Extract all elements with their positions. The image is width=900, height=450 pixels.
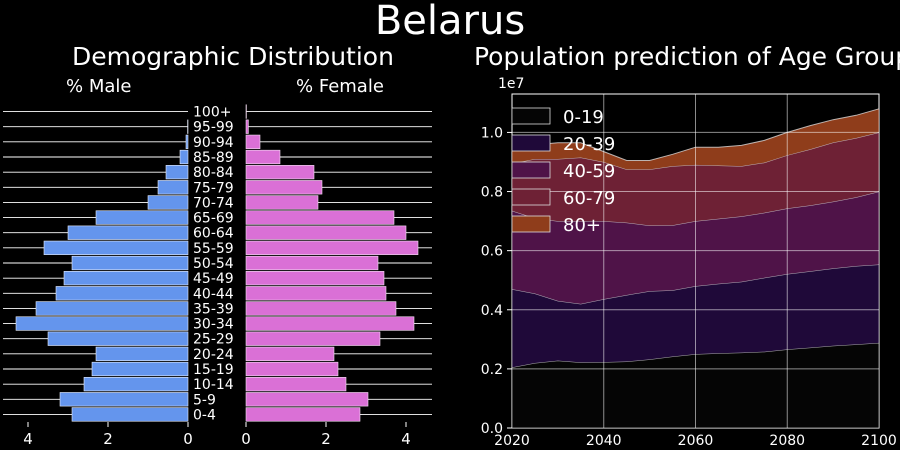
legend-label: 0-19 [563, 107, 604, 128]
male-bar [157, 180, 189, 195]
age-group-label: 80-84 [193, 165, 234, 181]
projection-title: Population prediction of Age Groups [474, 42, 900, 71]
male-bar [95, 346, 189, 361]
age-group-label: 100+ [193, 105, 231, 121]
female-bar [245, 119, 249, 134]
male-bar [35, 301, 189, 316]
male-bar [71, 255, 189, 271]
female-bar [245, 361, 339, 377]
age-group-label: 90-94 [193, 135, 234, 151]
female-bar [245, 149, 281, 165]
legend-label: 20-39 [563, 134, 615, 155]
male-bar [59, 392, 189, 407]
male-bar [95, 210, 189, 225]
pyramid-title: Demographic Distribution [72, 42, 394, 71]
female-bar [245, 392, 369, 407]
area-ytick-label: 0.2 [481, 362, 503, 378]
area-ytick-label: 0.4 [481, 303, 503, 319]
age-group-label: 20-24 [193, 347, 234, 363]
main-title: Belarus [374, 0, 526, 44]
male-bar [165, 165, 189, 180]
legend-label: 80+ [563, 215, 601, 236]
area-ytick-label: 1.0 [481, 125, 503, 141]
age-group-label: 25-29 [193, 332, 234, 348]
male-bar [47, 331, 189, 346]
area-xtick-label: 2080 [769, 433, 805, 449]
legend-label: 60-79 [563, 188, 615, 209]
age-group-label: 55-59 [193, 241, 234, 257]
male-xtick-label: 4 [23, 430, 33, 448]
female-bar [245, 165, 315, 180]
area-xtick-label: 2060 [678, 433, 714, 449]
female-bar [245, 331, 381, 346]
age-group-label: 85-89 [193, 150, 234, 166]
male-bar [71, 407, 189, 422]
age-group-label: 10-14 [193, 377, 234, 393]
female-bar [245, 134, 261, 149]
age-group-label: 50-54 [193, 256, 234, 272]
male-xtick-label: 0 [183, 430, 193, 448]
male-xtick-label: 2 [103, 430, 113, 448]
age-group-label: 0-4 [193, 407, 216, 423]
legend-swatch-20-39 [511, 134, 551, 152]
male-bar [83, 377, 189, 392]
male-bar [91, 361, 189, 377]
legend-swatch-40-59 [511, 161, 551, 179]
area-ytick-label: 0.6 [481, 244, 503, 260]
age-group-label: 70-74 [193, 195, 234, 211]
male-bar [67, 225, 189, 240]
female-xtick-label: 4 [401, 430, 411, 448]
male-bar [55, 286, 189, 301]
y-scale-multiplier: 1e7 [498, 76, 524, 92]
female-bar [245, 377, 347, 392]
male-bar [185, 134, 189, 149]
male-bar [147, 195, 189, 210]
male-axis-title: % Male [66, 76, 132, 97]
age-group-label: 95-99 [193, 120, 234, 136]
female-bar [245, 346, 335, 361]
female-axis-title: % Female [296, 76, 384, 97]
male-bar [179, 149, 189, 165]
age-group-label: 40-44 [193, 286, 234, 302]
legend-label: 40-59 [563, 161, 615, 182]
area-xtick-label: 2040 [586, 433, 622, 449]
male-bar [15, 316, 189, 331]
area-xtick-label: 2020 [494, 433, 530, 449]
female-xtick-label: 2 [321, 430, 331, 448]
area-ytick-label: 0.0 [481, 421, 503, 437]
female-bar [245, 271, 385, 286]
female-bar [245, 210, 395, 225]
female-bar [245, 301, 397, 316]
female-bar [245, 240, 419, 255]
legend-swatch-0-19 [511, 107, 551, 125]
age-group-label: 5-9 [193, 392, 216, 408]
female-xtick-label: 0 [241, 430, 251, 448]
male-bar [63, 271, 189, 286]
legend-swatch-80+ [511, 215, 551, 233]
age-group-label: 35-39 [193, 301, 234, 317]
age-group-label: 75-79 [193, 180, 234, 196]
age-group-label: 45-49 [193, 271, 234, 287]
age-group-label: 65-69 [193, 211, 234, 227]
legend-swatch-60-79 [511, 188, 551, 206]
female-bar [245, 195, 319, 210]
female-bar [245, 180, 323, 195]
area-xtick-label: 2100 [861, 433, 897, 449]
area-ytick-label: 0.8 [481, 185, 503, 201]
female-bar [245, 225, 407, 240]
male-bar [43, 240, 189, 255]
female-bar [245, 407, 361, 422]
age-group-label: 60-64 [193, 226, 234, 242]
age-group-label: 30-34 [193, 317, 234, 333]
female-bar [245, 286, 387, 301]
female-bar [245, 316, 415, 331]
age-group-label: 15-19 [193, 362, 234, 378]
female-bar [245, 255, 379, 271]
